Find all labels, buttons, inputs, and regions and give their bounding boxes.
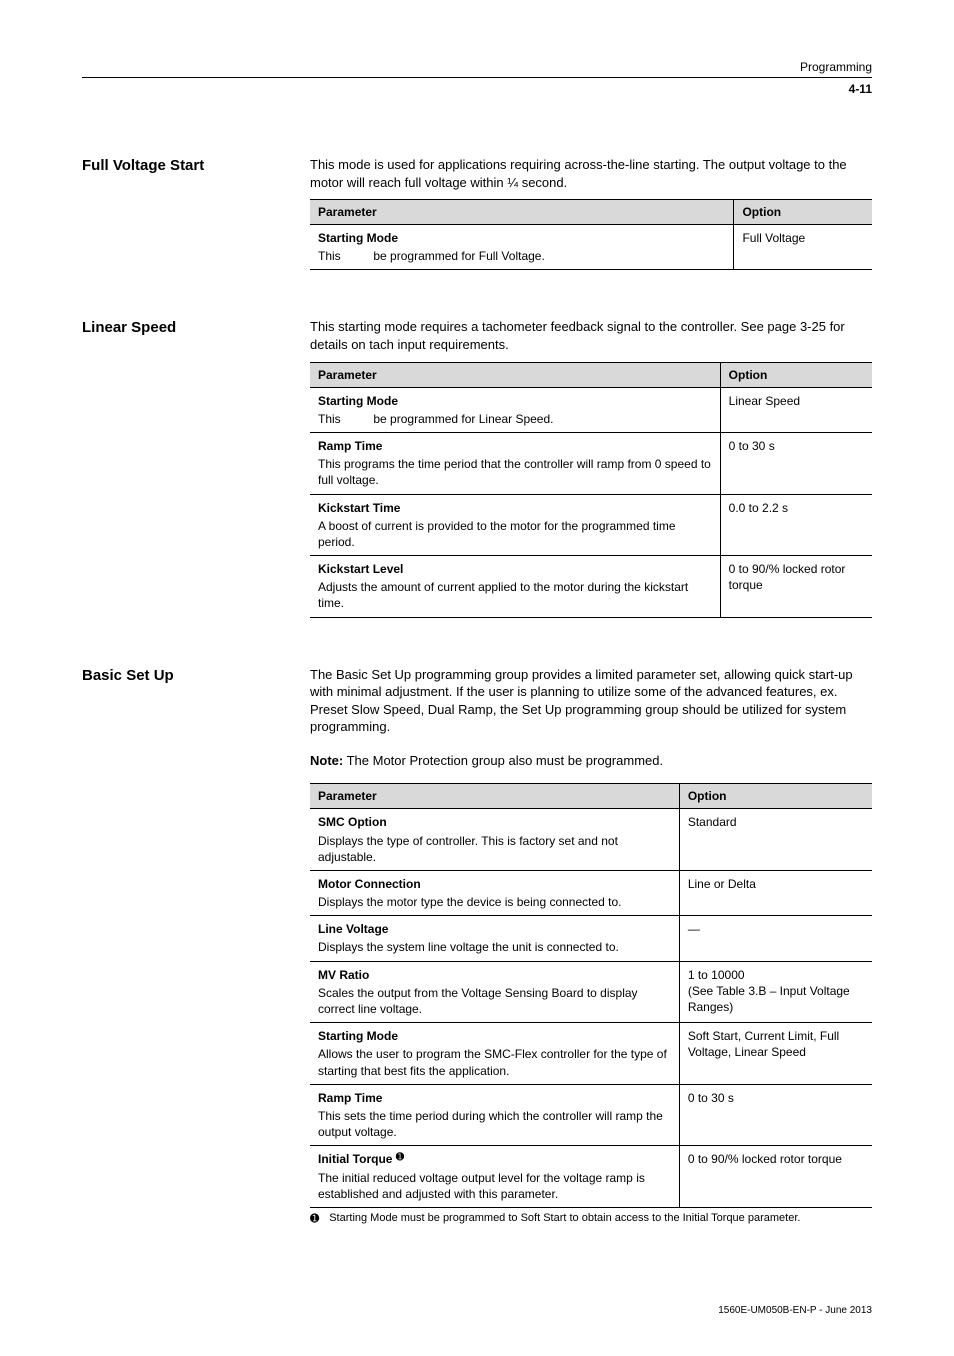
option-cell: Soft Start, Current Limit, Full Voltage,… bbox=[679, 1023, 872, 1085]
section-basic-setup: Basic Set Up The Basic Set Up programmin… bbox=[82, 666, 872, 1225]
param-name: Kickstart Level bbox=[318, 562, 403, 576]
option-cell: 1 to 10000 (See Table 3.B – Input Voltag… bbox=[679, 961, 872, 1023]
param-desc: Displays the motor type the device is be… bbox=[318, 894, 671, 910]
param-cell: Motor Connection Displays the motor type… bbox=[310, 870, 679, 915]
param-name: Motor Connection bbox=[318, 877, 421, 891]
footer: 1560E-UM050B-EN-P - June 2013 bbox=[82, 1305, 872, 1316]
table-row: Line Voltage Displays the system line vo… bbox=[310, 916, 872, 961]
param-cell: Initial Torque ➊ The initial reduced vol… bbox=[310, 1146, 679, 1208]
option-cell: 0 to 90/% locked rotor torque bbox=[720, 556, 872, 618]
param-cell: Starting Mode This must be programmed fo… bbox=[310, 387, 720, 432]
table-row: Ramp Time This sets the time period duri… bbox=[310, 1084, 872, 1146]
param-cell: Kickstart Time A boost of current is pro… bbox=[310, 494, 720, 556]
footnote-ref-icon: ➊ bbox=[396, 1152, 404, 1163]
param-cell: Line Voltage Displays the system line vo… bbox=[310, 916, 679, 961]
param-name: Ramp Time bbox=[318, 1091, 382, 1105]
param-name: Starting Mode bbox=[318, 1029, 398, 1043]
option-cell: 0 to 30 s bbox=[720, 432, 872, 494]
section-body-full-voltage: This mode is used for applications requi… bbox=[310, 156, 872, 191]
option-cell: Full Voltage bbox=[734, 225, 872, 270]
param-name: Starting Mode bbox=[318, 394, 398, 408]
table-row: Starting Mode This must be programmed fo… bbox=[310, 225, 872, 270]
param-desc: Adjusts the amount of current applied to… bbox=[318, 579, 712, 611]
table-full-voltage: Parameter Option Starting Mode This must… bbox=[310, 199, 872, 270]
footnote: ➊ Starting Mode must be programmed to So… bbox=[310, 1212, 872, 1225]
table-col-option: Option bbox=[734, 200, 872, 225]
page: Programming 4-11 Full Voltage Start This… bbox=[0, 0, 954, 1356]
param-desc: The initial reduced voltage output level… bbox=[318, 1170, 671, 1202]
table-col-parameter: Parameter bbox=[310, 784, 679, 809]
page-number: 4-11 bbox=[82, 82, 872, 96]
section-linear-speed: Linear Speed This starting mode requires… bbox=[82, 318, 872, 617]
section-body-basic-setup: The Basic Set Up programming group provi… bbox=[310, 666, 872, 736]
param-desc: A boost of current is provided to the mo… bbox=[318, 518, 712, 550]
param-cell: Starting Mode Allows the user to program… bbox=[310, 1023, 679, 1085]
section-title-full-voltage: Full Voltage Start bbox=[82, 156, 282, 176]
option-cell: Linear Speed bbox=[720, 387, 872, 432]
table-row: MV Ratio Scales the output from the Volt… bbox=[310, 961, 872, 1023]
option-cell: — bbox=[679, 916, 872, 961]
table-row: Starting Mode This must be programmed fo… bbox=[310, 387, 872, 432]
option-cell: 0 to 30 s bbox=[679, 1084, 872, 1146]
table-row: Ramp Time This programs the time period … bbox=[310, 432, 872, 494]
table-row: Starting Mode Allows the user to program… bbox=[310, 1023, 872, 1085]
option-cell: Line or Delta bbox=[679, 870, 872, 915]
param-desc: This sets the time period during which t… bbox=[318, 1108, 671, 1140]
table-col-parameter: Parameter bbox=[310, 200, 734, 225]
table-row: Kickstart Level Adjusts the amount of cu… bbox=[310, 556, 872, 618]
param-name: SMC Option bbox=[318, 815, 387, 829]
param-name: Starting Mode bbox=[318, 231, 398, 245]
table-col-option: Option bbox=[720, 362, 872, 387]
param-cell: MV Ratio Scales the output from the Volt… bbox=[310, 961, 679, 1023]
param-name: Initial Torque bbox=[318, 1152, 392, 1166]
note-text: The Motor Protection group also must be … bbox=[347, 753, 663, 768]
section-title-linear-speed: Linear Speed bbox=[82, 318, 282, 338]
param-desc: Scales the output from the Voltage Sensi… bbox=[318, 985, 671, 1017]
param-cell: Ramp Time This sets the time period duri… bbox=[310, 1084, 679, 1146]
option-cell: 0 to 90/% locked rotor torque bbox=[679, 1146, 872, 1208]
param-name: MV Ratio bbox=[318, 968, 369, 982]
param-desc: Displays the system line voltage the uni… bbox=[318, 939, 671, 955]
table-col-parameter: Parameter bbox=[310, 362, 720, 387]
table-row: Initial Torque ➊ The initial reduced vol… bbox=[310, 1146, 872, 1208]
param-desc: Displays the type of controller. This is… bbox=[318, 833, 671, 865]
param-desc: This must be programmed for Full Voltage… bbox=[318, 248, 725, 264]
param-name: Kickstart Time bbox=[318, 501, 400, 515]
param-desc: This programs the time period that the c… bbox=[318, 456, 712, 488]
section-note-basic-setup: Note: The Motor Protection group also mu… bbox=[310, 752, 872, 770]
table-linear-speed: Parameter Option Starting Mode This must… bbox=[310, 362, 872, 618]
param-cell: SMC Option Displays the type of controll… bbox=[310, 809, 679, 871]
footnote-text: Starting Mode must be programmed to Soft… bbox=[329, 1212, 800, 1224]
table-basic-setup: Parameter Option SMC Option Displays the… bbox=[310, 783, 872, 1208]
param-cell: Ramp Time This programs the time period … bbox=[310, 432, 720, 494]
param-desc: This must be programmed for Linear Speed… bbox=[318, 411, 712, 427]
table-row: SMC Option Displays the type of controll… bbox=[310, 809, 872, 871]
table-col-option: Option bbox=[679, 784, 872, 809]
section-full-voltage: Full Voltage Start This mode is used for… bbox=[82, 156, 872, 270]
option-cell: 0.0 to 2.2 s bbox=[720, 494, 872, 556]
param-name: Ramp Time bbox=[318, 439, 382, 453]
param-name: Line Voltage bbox=[318, 922, 388, 936]
header-right: Programming bbox=[800, 60, 872, 74]
table-row: Motor Connection Displays the motor type… bbox=[310, 870, 872, 915]
option-cell: Standard bbox=[679, 809, 872, 871]
param-cell: Kickstart Level Adjusts the amount of cu… bbox=[310, 556, 720, 618]
param-cell: Starting Mode This must be programmed fo… bbox=[310, 225, 734, 270]
note-label: Note: bbox=[310, 753, 343, 768]
table-row: Kickstart Time A boost of current is pro… bbox=[310, 494, 872, 556]
section-title-basic-setup: Basic Set Up bbox=[82, 666, 282, 686]
section-body-linear-speed: This starting mode requires a tachometer… bbox=[310, 318, 872, 353]
param-desc: Allows the user to program the SMC-Flex … bbox=[318, 1046, 671, 1078]
running-header: Programming bbox=[82, 60, 872, 78]
footnote-marker-icon: ➊ bbox=[310, 1212, 319, 1225]
